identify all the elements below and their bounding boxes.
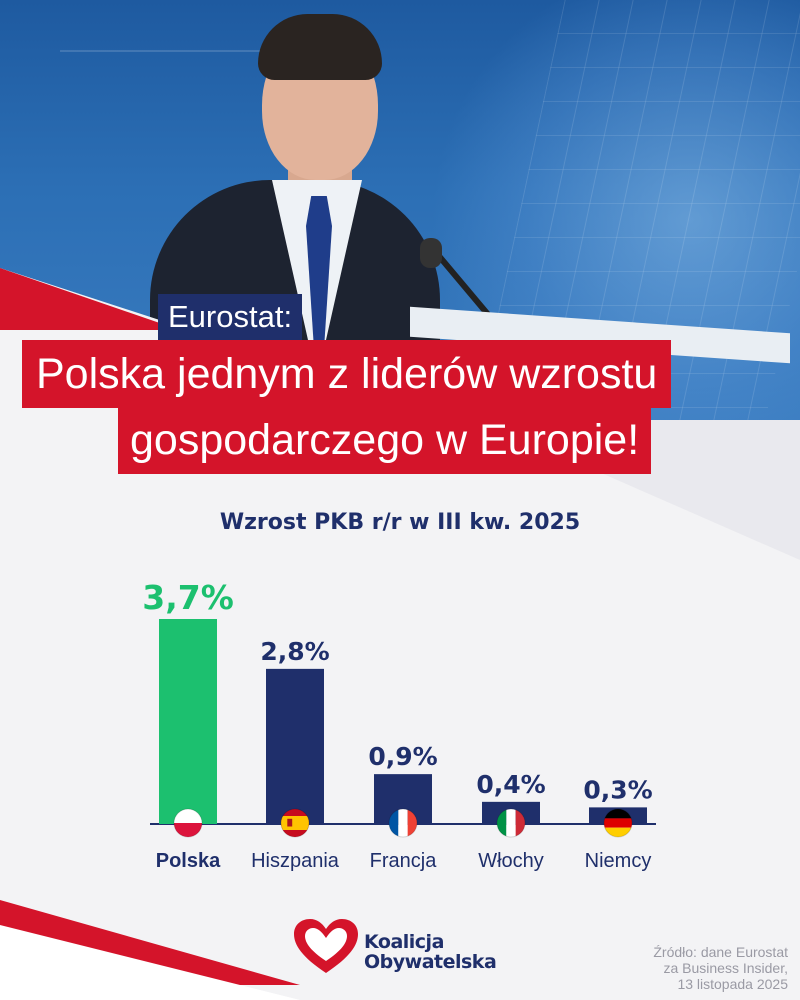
value-label-hiszpania: 2,8%	[260, 637, 329, 666]
bar-polska	[159, 619, 217, 824]
logo: Koalicja Obywatelska	[292, 915, 532, 975]
flag-italy-icon	[497, 809, 525, 837]
speaker-photo	[0, 0, 800, 420]
bar-chart: 3,7% Polska 2,8% Hiszpania 0,9% Francja 0,4% Wł…	[142, 578, 656, 872]
headline-kicker: Eurostat:	[158, 294, 303, 340]
source-line-2: za Business Insider,	[663, 960, 788, 976]
x-label-włochy: Włochy	[478, 850, 544, 872]
logo-text-koalicja: Koalicja	[364, 931, 444, 953]
flag-germany-icon	[604, 809, 632, 837]
headline-line-1: Polska jednym z liderów wzrostu	[22, 340, 672, 408]
flag-poland-icon	[174, 809, 202, 837]
bar-hiszpania	[266, 668, 324, 824]
value-label-włochy: 0,4%	[476, 770, 545, 799]
chart-title: Wzrost PKB r/r w III kw. 2025	[219, 510, 581, 535]
x-label-polska: Polska	[156, 850, 221, 872]
source-line-1: Źródło: dane Eurostat	[653, 944, 788, 960]
logo-text-obywatelska: Obywatelska	[364, 951, 497, 973]
value-label-polska: 3,7%	[142, 578, 234, 617]
x-label-niemcy: Niemcy	[585, 850, 652, 872]
value-label-niemcy: 0,3%	[583, 775, 652, 804]
x-label-hiszpania: Hiszpania	[251, 850, 340, 872]
flag-france-icon	[389, 809, 417, 837]
x-label-francja: Francja	[370, 850, 438, 872]
headline-line-2: gospodarczego w Europie!	[118, 408, 652, 474]
value-label-francja: 0,9%	[368, 742, 437, 771]
flag-spain-icon	[281, 809, 309, 837]
source-note: Źródło: dane Eurostat za Business Inside…	[568, 944, 788, 992]
heart-icon	[294, 919, 358, 973]
source-line-3: 13 listopada 2025	[677, 976, 788, 992]
